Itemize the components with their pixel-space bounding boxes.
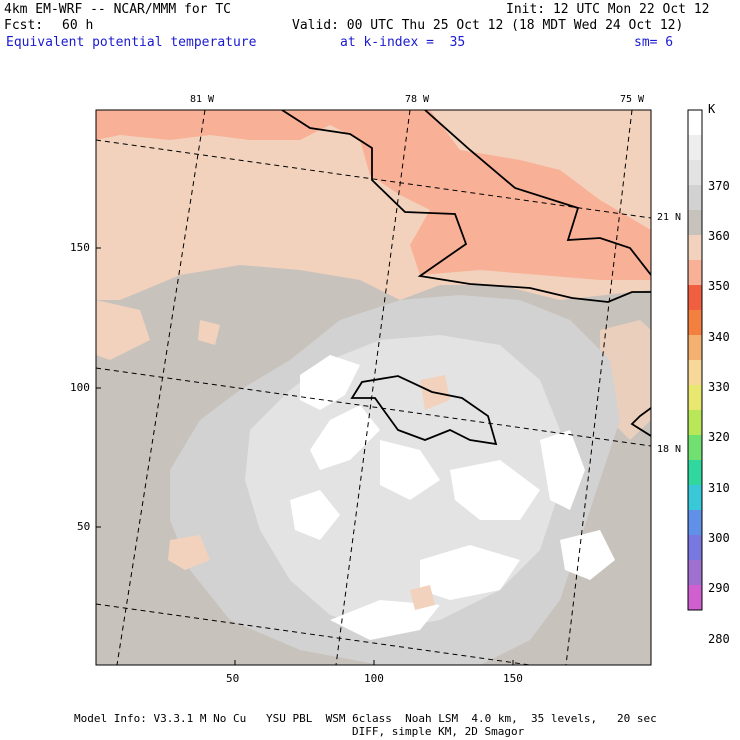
colorbar-swatch <box>688 235 702 260</box>
colorbar-swatch <box>688 185 702 210</box>
colorbar-swatch <box>688 535 702 560</box>
meridian-81w <box>116 110 206 665</box>
colorbar-swatch <box>688 260 702 285</box>
colorbar-swatch <box>688 335 702 360</box>
lat-label-21n: 21 N <box>657 212 682 223</box>
field-salmon-northeast <box>300 110 651 280</box>
colorbar-label-350: 350 <box>708 279 730 293</box>
parallel-15n <box>96 603 534 665</box>
colorbar-swatch <box>688 385 702 410</box>
colorbar-label-370: 370 <box>708 179 730 193</box>
colorbar-label-330: 330 <box>708 380 730 394</box>
field-salmon-northwest <box>96 110 330 140</box>
colorbar-swatch <box>688 310 702 335</box>
lon-label-78w: 78 W <box>405 94 430 105</box>
colorbar-label-360: 360 <box>708 229 730 243</box>
valid-time: Valid: 00 UTC Thu 25 Oct 12 (18 MDT Wed … <box>292 18 684 33</box>
meridian-75w <box>565 110 633 665</box>
parallel-21n <box>96 139 651 219</box>
x-tick-label-50: 50 <box>226 672 240 685</box>
model-title: 4km EM-WRF -- NCAR/MMM for TC <box>4 2 231 17</box>
colorbar-swatch <box>688 585 702 610</box>
coastline-cuba-south <box>281 110 651 303</box>
forecast-label: Fcst: <box>4 18 44 33</box>
colorbar-label-290: 290 <box>708 581 730 595</box>
field-white-band-3 <box>540 430 585 510</box>
field-white-band-6 <box>330 600 440 640</box>
y-tick-label-50: 50 <box>77 520 91 533</box>
field-white-band-2 <box>450 460 540 520</box>
colorbar-label-280: 280 <box>708 632 730 646</box>
coastline-hispaniola <box>630 407 651 437</box>
coastline-jamaica <box>350 375 498 446</box>
y-tick-label-100: 100 <box>70 381 90 394</box>
lon-label-75w: 75 W <box>620 94 645 105</box>
colorbar-swatch <box>688 485 702 510</box>
coastline-cuba-north <box>424 110 651 276</box>
field-white-band-7 <box>560 530 615 580</box>
lat-label-18n: 18 N <box>657 444 682 455</box>
parallel-18n <box>96 367 651 447</box>
field-white-band-1 <box>380 440 440 500</box>
colorbar-swatch <box>688 560 702 585</box>
colorbar-label-300: 300 <box>708 531 730 545</box>
colorbar-label-340: 340 <box>708 330 730 344</box>
meridian-78w <box>335 110 411 665</box>
colorbar-swatch <box>688 135 702 160</box>
colorbar-swatch <box>688 410 702 435</box>
axis-ticks <box>96 247 514 665</box>
forecast-hours: 60 h <box>62 18 94 33</box>
colorbar-swatch <box>688 460 702 485</box>
colorbar-frame <box>687 109 703 611</box>
field-tan-speck-2 <box>410 585 435 610</box>
colorbar-swatch <box>688 360 702 385</box>
colorbar-swatch <box>688 210 702 235</box>
colorbar-swatch <box>688 510 702 535</box>
model-info: Model Info: V3.3.1 M No Cu YSU PBL WSM 6… <box>74 712 657 725</box>
field-tan-speck-1 <box>168 535 210 570</box>
colorbar-label-310: 310 <box>708 481 730 495</box>
colorbar-label-320: 320 <box>708 430 730 444</box>
x-tick-label-150: 150 <box>503 672 523 685</box>
field-white-band-4 <box>420 545 520 600</box>
lon-label-81w: 81 W <box>190 94 215 105</box>
colorbar-swatch <box>688 285 702 310</box>
colorbar-unit: K <box>708 102 716 116</box>
y-tick-label-150: 150 <box>70 241 90 254</box>
model-diffusion: DIFF, simple KM, 2D Smagor <box>352 725 525 738</box>
smoothing-value: sm= 6 <box>634 35 674 50</box>
field-tan-patch-west <box>96 300 150 360</box>
level-index: at k-index = 35 <box>340 35 466 50</box>
colorbar <box>687 109 703 611</box>
init-time: Init: 12 UTC Mon 22 Oct 12 <box>506 2 710 17</box>
field-name: Equivalent potential temperature <box>6 35 257 50</box>
theta-e-field <box>96 110 651 665</box>
field-tan-speck-4 <box>198 320 220 345</box>
latlon-grid <box>96 110 651 665</box>
coastlines <box>281 110 651 446</box>
x-tick-label-100: 100 <box>364 672 384 685</box>
colorbar-swatch <box>688 110 702 135</box>
colorbar-swatch <box>688 160 702 185</box>
field-white-band-5 <box>290 490 340 540</box>
field-white-eye <box>310 405 380 470</box>
colorbar-swatch <box>688 435 702 460</box>
field-white-center <box>300 355 360 410</box>
